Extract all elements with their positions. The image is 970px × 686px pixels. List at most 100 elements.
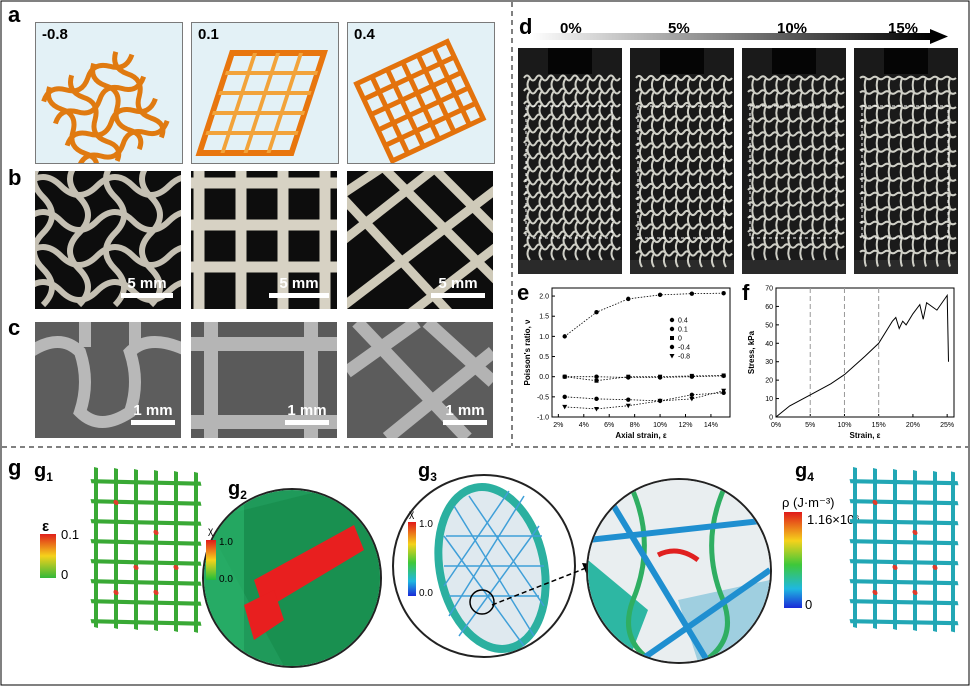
tile-a2: 0.1 — [191, 22, 339, 164]
data-point — [658, 374, 663, 379]
x-tick-label: 25% — [940, 422, 954, 429]
g4-scale-max: 1.16×10⁶ — [807, 512, 860, 527]
grip-clamp — [660, 48, 704, 74]
tile-a3: 0.4 — [347, 22, 495, 165]
roi-box — [861, 105, 949, 239]
sem-square-image — [191, 322, 337, 438]
g3-lattice-disk — [434, 483, 550, 653]
y-axis-label: Stress, kPa — [747, 330, 756, 374]
strain-label-15: 15% — [888, 20, 919, 37]
scalebar-b2: 5 mm — [269, 275, 329, 298]
sem-convex-image — [347, 322, 493, 438]
panel-c-label: c — [8, 315, 21, 340]
re-entrant-lattice-render — [41, 51, 170, 174]
data-point — [594, 374, 599, 379]
grip-clamp — [884, 48, 928, 74]
scalebar-c2: 1 mm — [285, 402, 329, 425]
panel-e-label: e — [517, 280, 530, 305]
panel-g-label: g — [8, 455, 22, 480]
stretch-frame-5 — [630, 48, 734, 274]
y-tick-label: 70 — [765, 286, 773, 293]
tile-a1: -0.8 — [35, 22, 183, 174]
x-tick-label: 6% — [604, 422, 614, 429]
zoom-arrow — [491, 563, 594, 606]
y-tick-label: 0.5 — [539, 354, 549, 361]
fit-line--0.4 — [564, 392, 724, 402]
fit-line--0.8 — [564, 390, 724, 410]
data-point — [689, 396, 695, 402]
g2-colorbar — [206, 540, 216, 580]
tile-a3-value: 0.4 — [354, 26, 375, 43]
data-point — [657, 292, 663, 298]
printed-re-entrant-photo — [35, 171, 181, 308]
printed-square-photo — [191, 171, 337, 309]
y-tick-label: 20 — [765, 378, 773, 385]
strain-gradient-arrow — [530, 29, 948, 44]
photo-b3: 5 mm — [347, 171, 493, 309]
x-tick-label: 2% — [553, 422, 563, 429]
g3-colorbar — [408, 522, 416, 596]
grip-base — [742, 260, 846, 274]
stress-plot-area — [775, 287, 955, 418]
g1-label: g1 — [34, 460, 53, 484]
y-tick-label: 2.0 — [539, 294, 549, 301]
legend-label: 0.4 — [678, 318, 688, 325]
g4-scale-symbol: ρ (J·m⁻³) — [782, 495, 835, 510]
scalebar-c3: 1 mm — [443, 402, 487, 425]
g4-scale-min: 0 — [805, 597, 813, 612]
scalebar-c3-text: 1 mm — [445, 402, 485, 419]
scalebar-b3: 5 mm — [431, 275, 485, 298]
x-tick-label: 15% — [872, 422, 886, 429]
g3-detail-struts — [588, 480, 770, 662]
data-point — [562, 374, 567, 379]
x-axis-label: Strain, ε — [850, 431, 881, 440]
sem-re-entrant-image — [35, 322, 181, 438]
data-point — [626, 397, 631, 402]
panel-d-label: d — [519, 14, 533, 39]
legend-marker — [669, 344, 675, 350]
g1-strain-lattice — [90, 466, 202, 633]
y-tick-label: 40 — [765, 341, 773, 348]
data-point — [562, 394, 567, 400]
g3-zoom-circle — [392, 474, 576, 658]
data-point — [594, 406, 599, 412]
sem-c1: 1 mm — [35, 322, 181, 438]
square-lattice-render — [195, 50, 328, 156]
x-tick-label: 12% — [678, 422, 692, 429]
grip-base — [630, 260, 734, 274]
g2-scale-max: 1.0 — [219, 537, 233, 548]
y-tick-label: 50 — [765, 322, 773, 329]
strain-label-10: 10% — [777, 20, 808, 37]
scalebar-c1-text: 1 mm — [133, 402, 173, 419]
stretch-frame-10 — [742, 48, 846, 274]
g1-colorbar — [40, 534, 56, 578]
g4-label: g4 — [795, 460, 814, 484]
roi-box — [749, 105, 837, 239]
data-point — [594, 378, 599, 383]
fit-line-0 — [564, 375, 724, 382]
legend-marker — [669, 317, 675, 323]
data-point — [594, 396, 599, 402]
scalebar-c2-text: 1 mm — [287, 402, 327, 419]
x-tick-label: 5% — [805, 422, 815, 429]
strain-label-5: 5% — [668, 20, 690, 37]
x-tick-label: 0% — [771, 422, 781, 429]
legend-label: -0.4 — [678, 345, 690, 352]
stretch-frame-0-lattice — [518, 48, 622, 274]
g3-label: g3 — [418, 460, 437, 484]
g2-scale-symbol: χ — [208, 526, 214, 537]
data-point — [625, 403, 631, 409]
scalebar-b1-text: 5 mm — [127, 275, 167, 292]
g3-scale-symbol: χ — [409, 509, 415, 520]
data-point — [689, 392, 695, 398]
panel-b-label: b — [8, 165, 22, 190]
stress-curve — [775, 293, 949, 418]
convex-lattice-render — [353, 38, 487, 165]
y-tick-label: 0 — [769, 415, 773, 422]
g1-scale-symbol: ε — [42, 518, 50, 535]
grip-clamp — [772, 48, 816, 74]
x-tick-label: 10% — [653, 422, 667, 429]
panel-a-label: a — [8, 2, 21, 27]
roi-box — [637, 105, 725, 239]
